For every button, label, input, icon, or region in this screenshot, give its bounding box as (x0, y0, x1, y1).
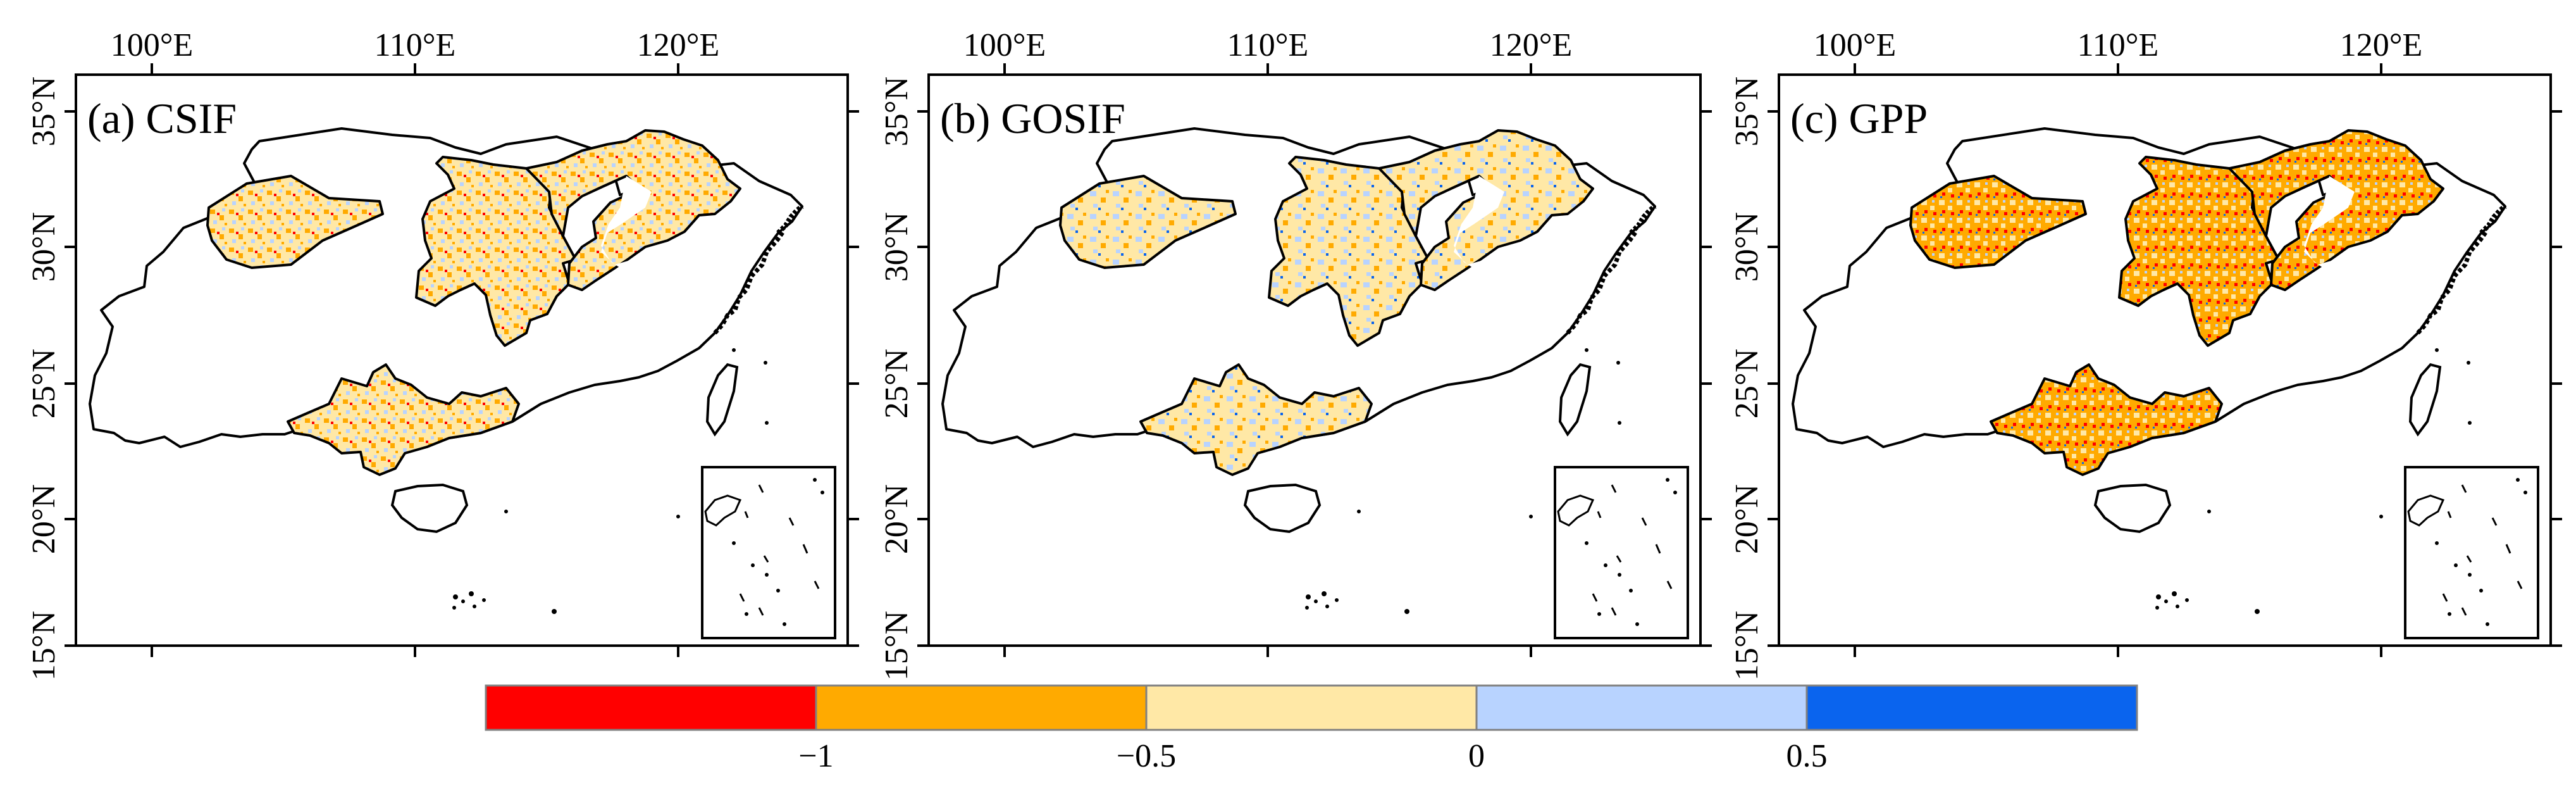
colorbar-bin (1145, 684, 1478, 731)
map-panel-c: (c) GPP (1778, 73, 2552, 647)
colorbar-tick-label: 0 (1468, 738, 1485, 774)
lon-tick-label: 110°E (2078, 27, 2159, 63)
lat-tick-label: 35°N (1729, 77, 1765, 146)
study-region (1990, 363, 2223, 476)
lon-tick-label: 120°E (1490, 27, 1573, 63)
colorbar: −1 −0.5 0 0.5 (485, 684, 2138, 774)
lat-tick-label: 25°N (1729, 349, 1765, 418)
colorbar-tick-label: 0.5 (1786, 738, 1828, 774)
colorbar-bin (485, 684, 817, 731)
map-content (1792, 127, 2539, 639)
lat-tick-label: 20°N (26, 484, 62, 554)
colorbar-bin (1475, 684, 1808, 731)
map-content (941, 127, 1689, 639)
colorbar-tick-label: −1 (798, 738, 833, 774)
lat-tick-label: 35°N (26, 77, 62, 146)
study-region (1139, 363, 1373, 476)
lon-tick-label: 110°E (375, 27, 456, 63)
lat-tick-label: 15°N (879, 611, 915, 680)
study-region (206, 175, 384, 269)
map-content (89, 127, 836, 639)
lat-tick-label: 20°N (879, 484, 915, 554)
lat-tick-label: 15°N (1729, 611, 1765, 680)
colorbar-bin (815, 684, 1148, 731)
panel-title: (b) GOSIF (940, 94, 1125, 142)
lon-tick-label: 110°E (1227, 27, 1309, 63)
lat-tick-label: 30°N (1729, 212, 1765, 282)
lat-tick-label: 30°N (879, 212, 915, 282)
map-panel-b: (b) GOSIF (927, 73, 1702, 647)
lon-tick-label: 100°E (111, 27, 194, 63)
lat-tick-label: 15°N (26, 611, 62, 680)
panel-title: (a) CSIF (87, 94, 237, 142)
study-region (1059, 175, 1237, 269)
axes-layer: 100°E 110°E 120°E 35°N 30°N 25°N 20°N 15°N 100°E… (26, 27, 2562, 680)
lon-tick-label: 120°E (637, 27, 720, 63)
colorbar-tick-label: −0.5 (1117, 738, 1176, 774)
lat-tick-label: 30°N (26, 212, 62, 282)
lon-tick-label: 120°E (2340, 27, 2423, 63)
map-panel-a: (a) CSIF (75, 73, 849, 647)
lat-tick-label: 20°N (1729, 484, 1765, 554)
lat-tick-label: 25°N (26, 349, 62, 418)
colorbar-bin (1805, 684, 2138, 731)
lat-tick-label: 35°N (879, 77, 915, 146)
panel-title: (c) GPP (1790, 94, 1928, 142)
study-region (1909, 175, 2087, 269)
lat-tick-label: 25°N (879, 349, 915, 418)
lon-tick-label: 100°E (963, 27, 1046, 63)
study-region (287, 363, 520, 476)
lon-tick-label: 100°E (1814, 27, 1897, 63)
